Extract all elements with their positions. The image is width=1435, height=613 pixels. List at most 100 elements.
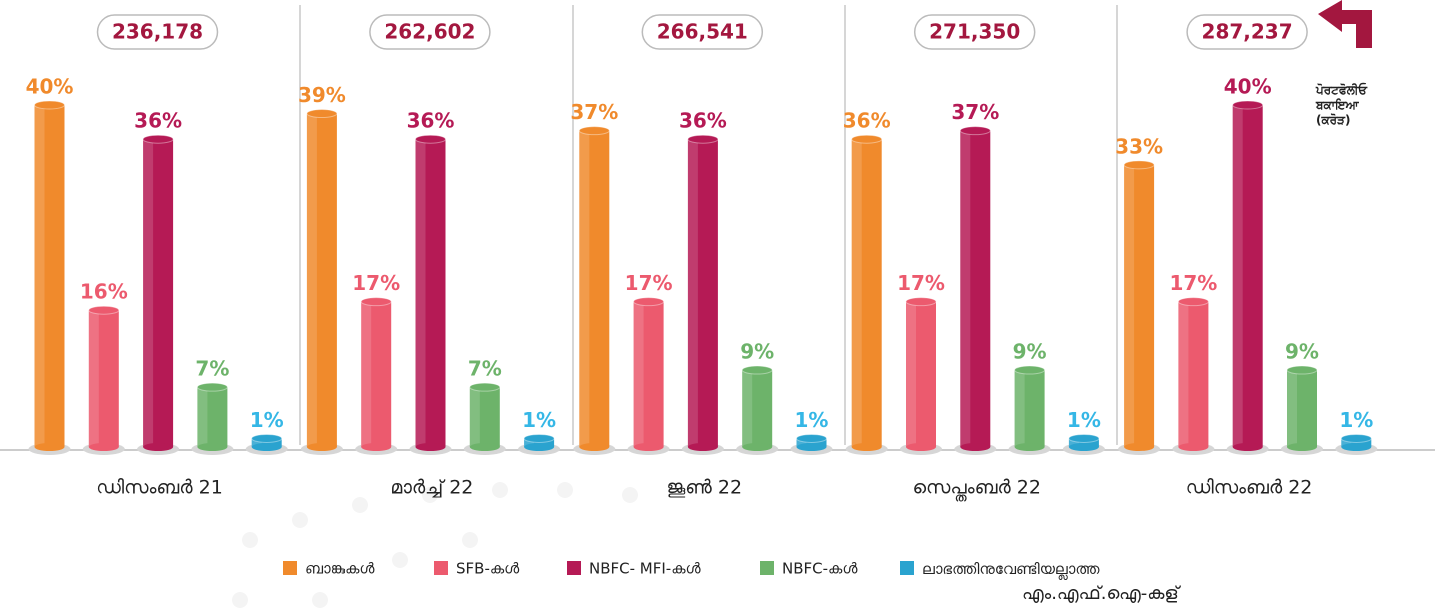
data-label: 9% [740, 340, 774, 364]
bar-shade [960, 130, 971, 447]
bar-bottom [687, 443, 718, 451]
bar [1068, 438, 1099, 447]
bar-shade [796, 438, 807, 447]
bar [88, 310, 119, 447]
bar-shade [34, 105, 45, 447]
data-label: 7% [195, 357, 229, 381]
bar-shade [361, 301, 372, 447]
bar-shade [742, 370, 753, 447]
bar-bottom [1341, 443, 1372, 451]
data-label: 17% [352, 271, 400, 295]
bar [579, 130, 610, 447]
bar [197, 387, 228, 447]
bar-shade [415, 139, 426, 447]
total-pill [369, 14, 491, 50]
legend-label: NBFC- MFI-കൾ [589, 560, 702, 578]
bar-bottom [306, 443, 337, 451]
bar-top [796, 433, 827, 443]
bar-shade [524, 438, 535, 447]
bar-bottom [960, 443, 991, 451]
bar-shade [1287, 370, 1297, 447]
legend-label: NBFC-കൾ [782, 560, 858, 578]
bar [1178, 301, 1209, 447]
x-tick-label: സെപ്തംബർ 22 [912, 477, 1041, 502]
legend-label: ലാഭത്തിനുവേണ്ടിയല്ലാത്ത എം.എഫ്.ഐ-കള് [922, 560, 1181, 605]
bar-top [578, 126, 610, 136]
bar-shade [306, 113, 317, 448]
data-label: 40% [1224, 75, 1272, 99]
legend-swatch [900, 561, 914, 575]
bar-top [34, 100, 65, 110]
data-label: 36% [843, 109, 891, 133]
bar-bottom [579, 443, 610, 451]
bar-top [687, 134, 719, 144]
x-tick-label: മാർച്ച് 22 [390, 477, 473, 499]
data-label: 40% [26, 75, 74, 99]
bar-top [741, 365, 773, 375]
total-label: 236,178 [112, 20, 203, 44]
bar-top [306, 109, 338, 119]
bar [1287, 370, 1317, 447]
data-label: 9% [1013, 340, 1047, 364]
bar-bottom [415, 443, 446, 451]
bar-shade [1232, 105, 1243, 447]
data-label: 9% [1285, 340, 1319, 364]
bar [851, 139, 882, 447]
bar-shade [851, 139, 862, 447]
legend-swatch [283, 561, 297, 575]
bar-bottom [1124, 443, 1155, 451]
bar-shade [579, 130, 590, 447]
x-tick-label: ജൂൺ 22 [666, 477, 742, 499]
bar [143, 139, 174, 447]
bar [34, 105, 65, 447]
bar-top [959, 126, 991, 136]
bar-top [851, 134, 883, 144]
bar-bottom [34, 443, 65, 451]
bar [687, 139, 718, 447]
legend-swatch [567, 561, 581, 575]
bar-shade [1014, 370, 1025, 447]
bar [742, 370, 773, 447]
bar-top [1068, 433, 1100, 443]
bar-top [633, 297, 665, 307]
data-label: 36% [407, 109, 455, 133]
bar-shade [1068, 438, 1079, 447]
bar-top [1177, 297, 1209, 307]
total-label: 262,602 [384, 20, 475, 44]
bar-bottom [1068, 443, 1099, 451]
bar-shade [1178, 301, 1189, 447]
bar [251, 438, 282, 447]
bar-shade [88, 310, 99, 447]
bar [524, 438, 555, 447]
total-pill [96, 14, 219, 50]
bar-top [360, 297, 392, 307]
legend-swatch [760, 561, 774, 575]
data-label: 1% [1067, 408, 1101, 432]
bar-top [523, 433, 555, 443]
x-tick-label: ഡിസംബർ 22 [1186, 477, 1313, 499]
data-label: 1% [1339, 408, 1373, 432]
bar-bottom [197, 443, 228, 451]
bar-bottom [469, 443, 500, 451]
bar-bottom [361, 443, 392, 451]
bar-bottom [1178, 443, 1209, 451]
legend-swatch [434, 561, 448, 575]
data-label: 36% [134, 109, 182, 133]
bar-top [88, 305, 120, 315]
bar [306, 113, 337, 448]
data-label: 37% [570, 100, 618, 124]
bar [1124, 164, 1155, 447]
total-label: 266,541 [657, 20, 748, 44]
data-label: 39% [298, 83, 346, 107]
bar [1232, 105, 1263, 447]
data-label: 7% [468, 357, 502, 381]
total-pill [1186, 14, 1308, 50]
bar-top [196, 382, 228, 392]
arrow [1318, 0, 1372, 48]
bar-bottom [633, 443, 664, 451]
total-pill [913, 14, 1036, 50]
bar-bottom [742, 443, 773, 451]
bar-shade [1124, 164, 1135, 447]
separators [299, 5, 1118, 445]
